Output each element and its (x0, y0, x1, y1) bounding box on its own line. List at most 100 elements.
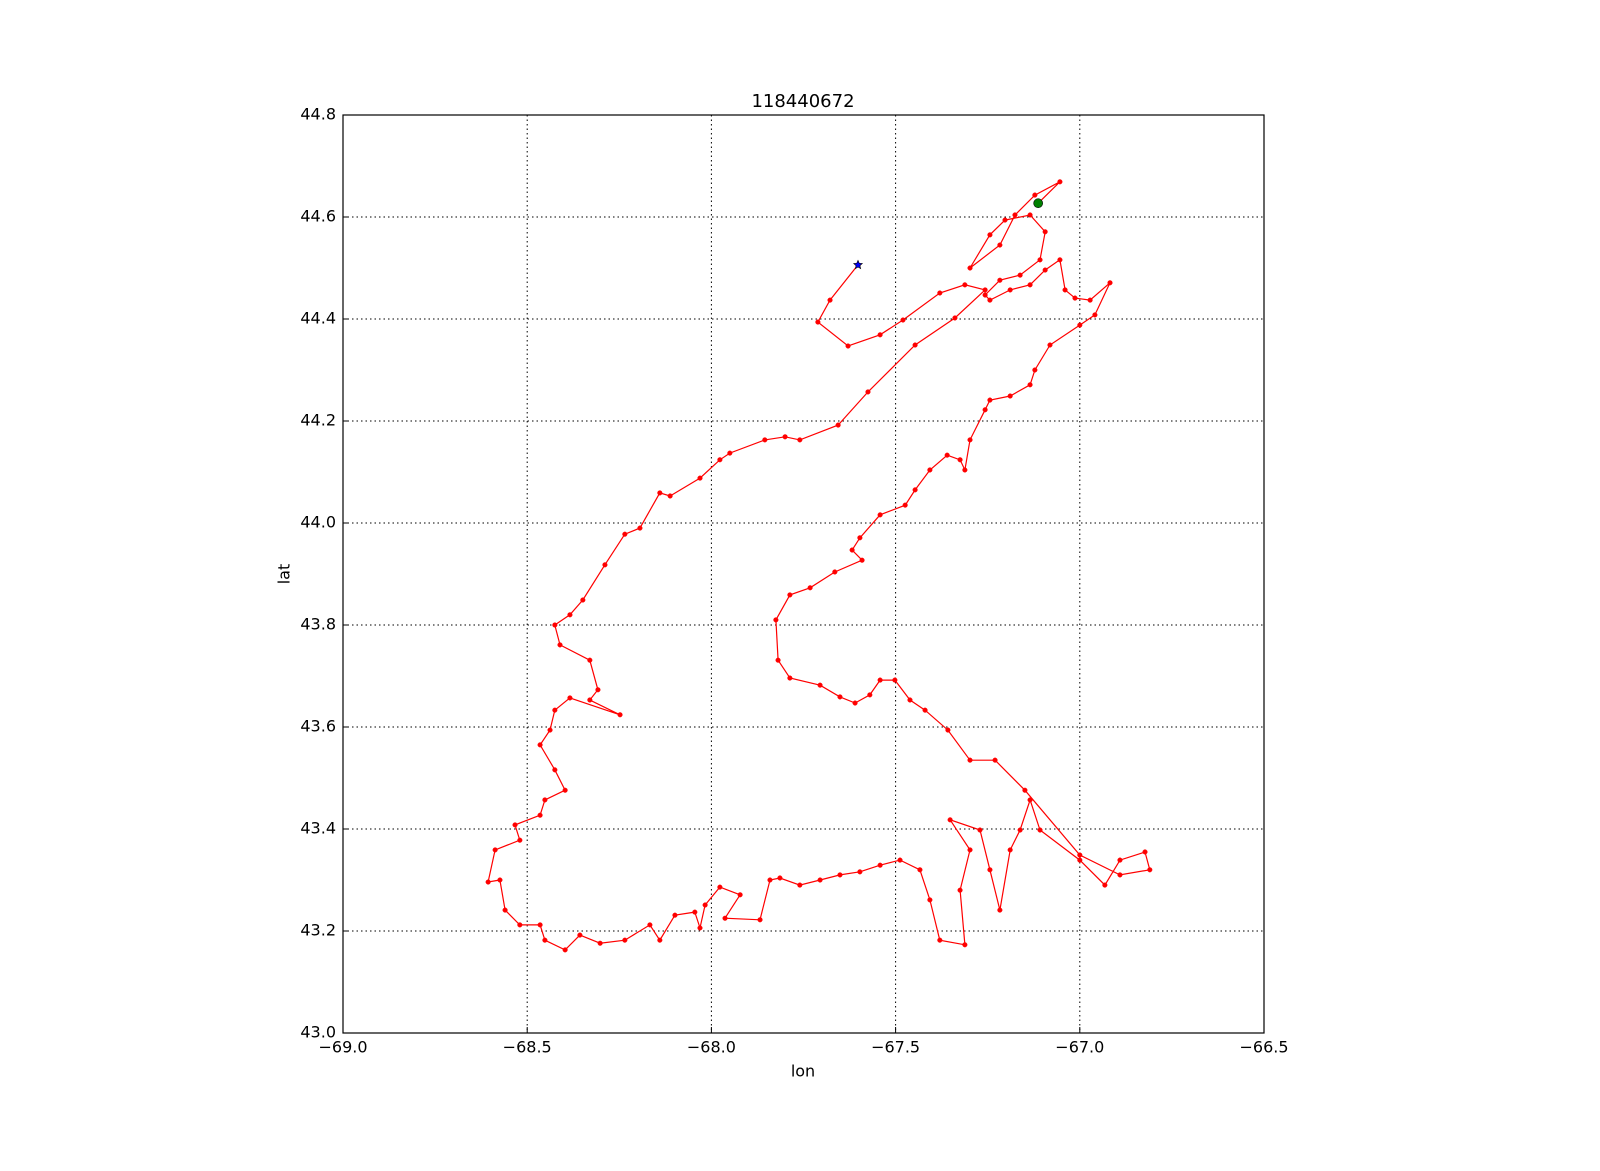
track-point (907, 697, 913, 703)
track-point (967, 847, 973, 853)
track-point (672, 912, 678, 918)
track-point (900, 317, 906, 323)
track-point (962, 282, 968, 288)
track-point (927, 897, 933, 903)
track-point (1027, 282, 1033, 288)
track-point (927, 467, 933, 473)
track-point (587, 657, 593, 663)
y-tick-label: 43.6 (300, 717, 336, 736)
track-point (537, 742, 543, 748)
track-point (1017, 272, 1023, 278)
track-point (877, 332, 883, 338)
track-point (492, 847, 498, 853)
track-point (657, 937, 663, 943)
track-point (1042, 267, 1048, 273)
track-point (557, 642, 563, 648)
track-point (567, 612, 573, 618)
track-point (587, 697, 593, 703)
track-point (912, 342, 918, 348)
track-point (837, 872, 843, 878)
track-point (987, 397, 993, 403)
track-point (767, 877, 773, 883)
track-point (722, 915, 728, 921)
y-tick-label: 44.6 (300, 207, 336, 226)
track-point (637, 525, 643, 531)
track-point (982, 292, 988, 298)
track-point (697, 925, 703, 931)
end-marker (852, 259, 864, 270)
track-point (807, 585, 813, 591)
track-point (947, 817, 953, 823)
y-tick-label: 44.0 (300, 513, 336, 532)
track-point (815, 319, 821, 325)
track-point (877, 677, 883, 683)
track-point (1032, 367, 1038, 373)
track-point (485, 879, 491, 885)
track-point (1002, 217, 1008, 223)
track-point (702, 902, 708, 908)
track-point (982, 287, 988, 293)
track-point (717, 884, 723, 890)
track-point (962, 467, 968, 473)
track-point (727, 450, 733, 456)
track-point (542, 797, 548, 803)
track-point (1062, 287, 1068, 293)
y-tick-label: 44.2 (300, 411, 336, 430)
track-point (852, 700, 858, 706)
track-point (602, 562, 608, 568)
track-point (597, 940, 603, 946)
axes-frame (342, 114, 1265, 1034)
track-point (517, 837, 523, 843)
track-point (817, 877, 823, 883)
y-tick-label: 43.0 (300, 1023, 336, 1042)
track-point (902, 502, 908, 508)
track-point (967, 437, 973, 443)
track-point (1007, 287, 1013, 293)
chart-title: 118440672 (751, 91, 854, 112)
track-point (697, 475, 703, 481)
track-point (657, 490, 663, 496)
track-point (1017, 827, 1023, 833)
track-point (997, 242, 1003, 248)
track-point (787, 592, 793, 598)
track-point (922, 707, 928, 713)
track-point (757, 917, 763, 923)
track-point (777, 875, 783, 881)
track-point (987, 297, 993, 303)
track-point (837, 694, 843, 700)
track-point (1077, 322, 1083, 328)
track-point (1037, 827, 1043, 833)
y-tick-label: 43.2 (300, 921, 336, 940)
track-point (992, 757, 998, 763)
track-point (517, 922, 523, 928)
y-tick-label: 43.8 (300, 615, 336, 634)
track-point (547, 727, 553, 733)
track-point (849, 547, 855, 553)
track-point (857, 869, 863, 875)
track-point (502, 907, 508, 913)
track-point (537, 922, 543, 928)
track-point (1022, 787, 1028, 793)
track-line (487, 181, 1151, 951)
y-tick-label: 44.8 (300, 105, 336, 124)
track-point (1107, 280, 1113, 286)
track-point (1037, 257, 1043, 263)
track-point (1092, 312, 1098, 318)
track-point (962, 942, 968, 948)
track-point (845, 343, 851, 349)
track-point (1047, 342, 1053, 348)
track-point (775, 657, 781, 663)
x-tick-label: −67.0 (1055, 1038, 1104, 1057)
track-point (580, 597, 586, 603)
track-point (717, 457, 723, 463)
track-point (562, 787, 568, 793)
track-point (762, 437, 768, 443)
track-point (1087, 297, 1093, 303)
track-point (617, 712, 623, 718)
x-tick-label: −68.5 (503, 1038, 552, 1057)
track-point (859, 557, 865, 563)
track-point (1057, 257, 1063, 263)
track-point (912, 487, 918, 493)
track-point (1042, 229, 1048, 235)
track-point (787, 675, 793, 681)
